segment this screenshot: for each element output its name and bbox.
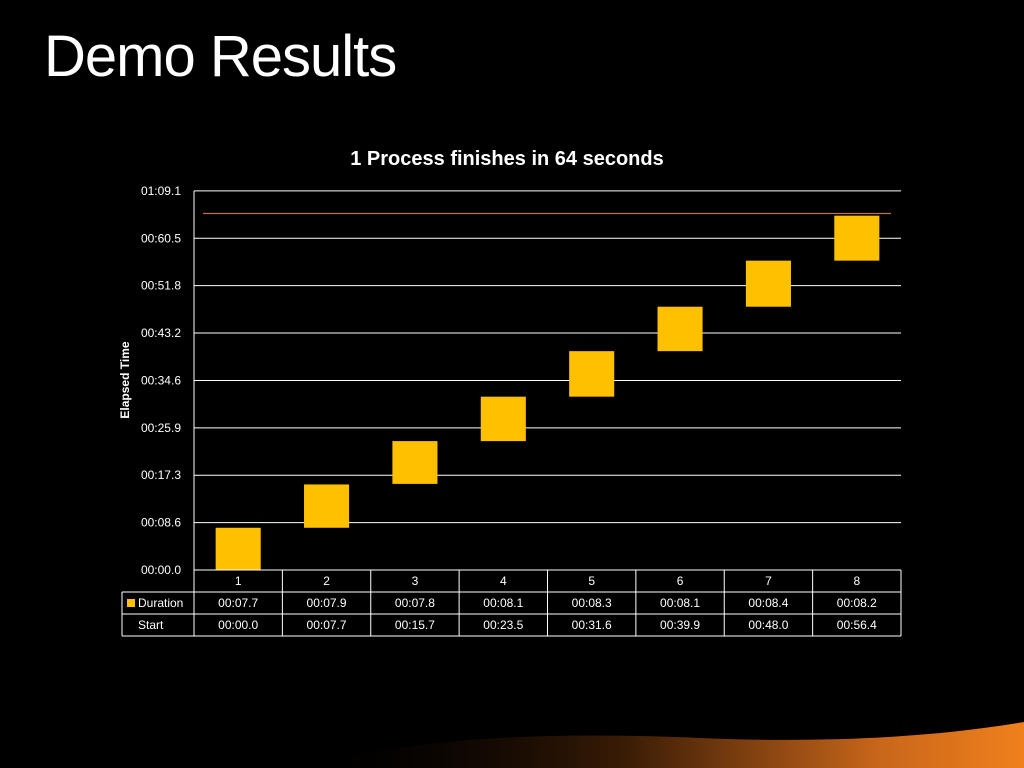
duration-bar xyxy=(304,484,350,528)
table-cell: 00:08.1 xyxy=(483,596,523,610)
table-cell: 00:08.4 xyxy=(748,596,788,610)
table-cell: 00:07.7 xyxy=(307,618,347,632)
table-row-label: Start xyxy=(138,618,164,632)
table-cell: 00:08.3 xyxy=(572,596,612,610)
slide-title: Demo Results xyxy=(44,24,397,89)
y-tick-label: 00:25.9 xyxy=(141,421,181,435)
y-tick-label: 00:08.6 xyxy=(141,516,181,530)
chart-title: 1 Process finishes in 64 seconds xyxy=(350,148,663,170)
y-axis-title: Elapsed Time xyxy=(118,341,132,418)
x-tick-label: 2 xyxy=(323,574,330,588)
x-tick-label: 3 xyxy=(412,574,419,588)
x-tick-label: 8 xyxy=(853,574,860,588)
table-cell: 00:23.5 xyxy=(483,618,523,632)
table-cell: 00:07.7 xyxy=(218,596,258,610)
duration-bar xyxy=(834,215,880,261)
table-cell: 00:08.1 xyxy=(660,596,700,610)
table-cell: 00:08.2 xyxy=(837,596,877,610)
table-cell: 00:31.6 xyxy=(572,618,612,632)
x-tick-label: 7 xyxy=(765,574,772,588)
y-tick-label: 00:43.2 xyxy=(141,326,181,340)
y-tick-labels: 00:00.0 00:08.6 00:17.3 00:25.9 00:34.6 00:43… xyxy=(141,184,181,577)
x-tick-label: 1 xyxy=(235,574,242,588)
duration-bar xyxy=(657,306,703,352)
y-tick-label: 00:51.8 xyxy=(141,279,181,293)
x-tick-label: 4 xyxy=(500,574,507,588)
data-table: 1 2 3 4 5 6 7 8 Duration 00:07.7 00:07.9 00:07.8 00:… xyxy=(121,569,902,637)
bars xyxy=(215,215,880,570)
duration-bar xyxy=(215,527,261,570)
y-tick-label: 00:60.5 xyxy=(141,231,181,245)
table-cell: 00:00.0 xyxy=(218,618,258,632)
table-cell: 00:39.9 xyxy=(660,618,700,632)
table-cell: 00:48.0 xyxy=(748,618,788,632)
y-tick-label: 00:00.0 xyxy=(141,563,181,577)
gridlines xyxy=(193,190,901,571)
legend-swatch xyxy=(127,599,135,607)
y-tick-label: 00:17.3 xyxy=(141,468,181,482)
x-tick-label: 6 xyxy=(677,574,684,588)
duration-bar xyxy=(480,396,526,442)
table-cell: 00:07.9 xyxy=(307,596,347,610)
duration-bar xyxy=(745,260,791,307)
table-cell: 00:56.4 xyxy=(837,618,877,632)
y-tick-label: 01:09.1 xyxy=(141,184,181,198)
duration-bar xyxy=(569,351,615,397)
table-row-label: Duration xyxy=(138,596,183,610)
duration-bar xyxy=(392,441,438,484)
table-cell: 00:07.8 xyxy=(395,596,435,610)
y-tick-label: 00:34.6 xyxy=(141,373,181,387)
x-tick-label: 5 xyxy=(588,574,595,588)
table-cell: 00:15.7 xyxy=(395,618,435,632)
